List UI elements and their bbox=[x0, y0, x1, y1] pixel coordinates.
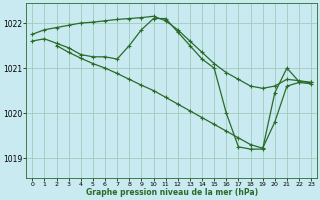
X-axis label: Graphe pression niveau de la mer (hPa): Graphe pression niveau de la mer (hPa) bbox=[86, 188, 258, 197]
